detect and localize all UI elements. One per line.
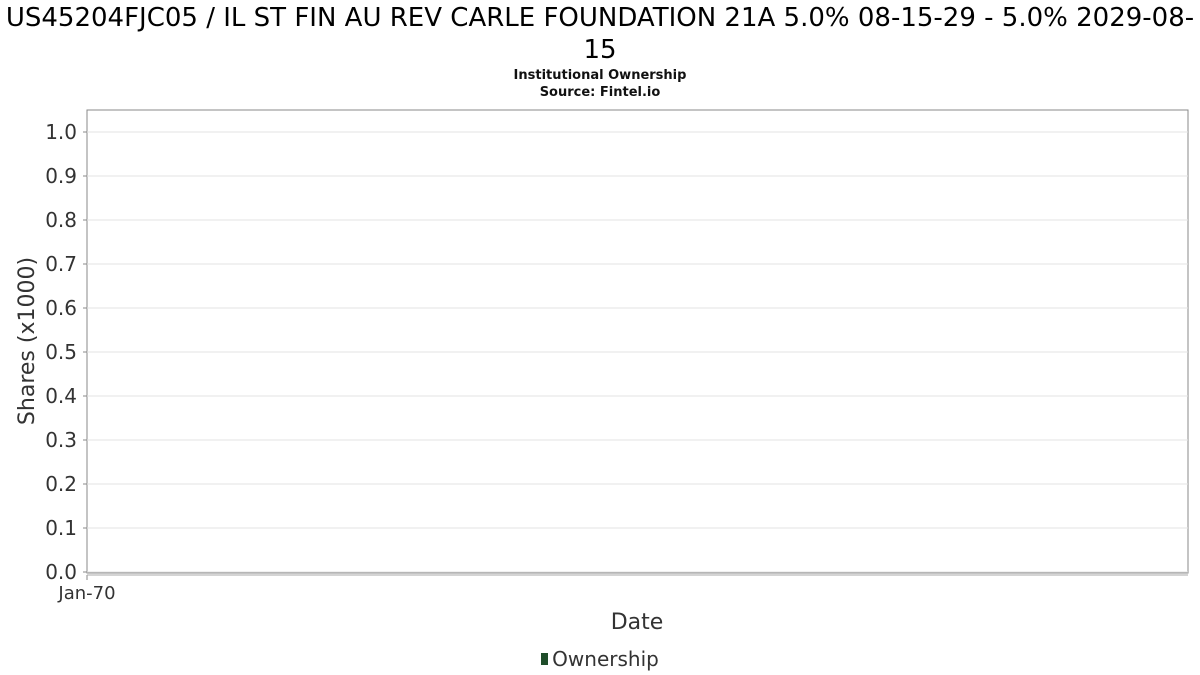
y-tick-label: 1.0 [45, 120, 77, 144]
legend-swatch-ownership [541, 653, 549, 665]
y-tick-label: 0.3 [45, 428, 77, 452]
chart-source: Source: Fintel.io [539, 85, 661, 100]
legend: Ownership [0, 647, 1200, 671]
y-tick-label: 0.6 [45, 296, 77, 320]
chart-title: US45204FJC05 / IL ST FIN AU REV CARLE FO… [5, 3, 1195, 65]
plot-area [86, 109, 1189, 574]
grid-lines [87, 131, 1188, 573]
y-tick-label: 0.5 [45, 340, 77, 364]
y-tick-label: 0.4 [45, 384, 77, 408]
y-tick-label: 0.7 [45, 252, 77, 276]
y-tick-label: 0.9 [45, 164, 77, 188]
y-tick-label: 0.1 [45, 516, 77, 540]
y-axis-label: Shares (x1000) [15, 257, 40, 425]
legend-label-ownership: Ownership [552, 647, 659, 671]
x-axis-ticks: Jan-70 [57, 575, 116, 604]
x-tick-label: Jan-70 [57, 583, 115, 604]
x-axis-label: Date [611, 610, 664, 635]
y-tick-label: 0.0 [45, 560, 77, 584]
y-tick-label: 0.2 [45, 472, 77, 496]
y-tick-label: 0.8 [45, 208, 77, 232]
chart-subtitle: Institutional Ownership [513, 68, 687, 83]
y-axis-ticks: 0.0 0.1 0.2 0.3 0.4 0.5 0.6 0.7 0.8 0.9 1.0 [45, 120, 87, 584]
